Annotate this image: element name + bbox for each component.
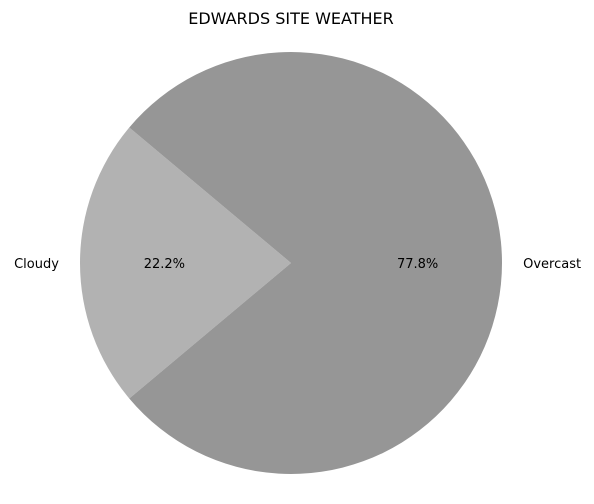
chart-title: EDWARDS SITE WEATHER — [188, 9, 394, 28]
slice-label-cloudy: Cloudy — [14, 257, 59, 272]
slice-label-overcast: Overcast — [523, 257, 581, 272]
pct-label-overcast: 77.8% — [397, 257, 438, 272]
pct-label-cloudy: 22.2% — [144, 257, 185, 272]
